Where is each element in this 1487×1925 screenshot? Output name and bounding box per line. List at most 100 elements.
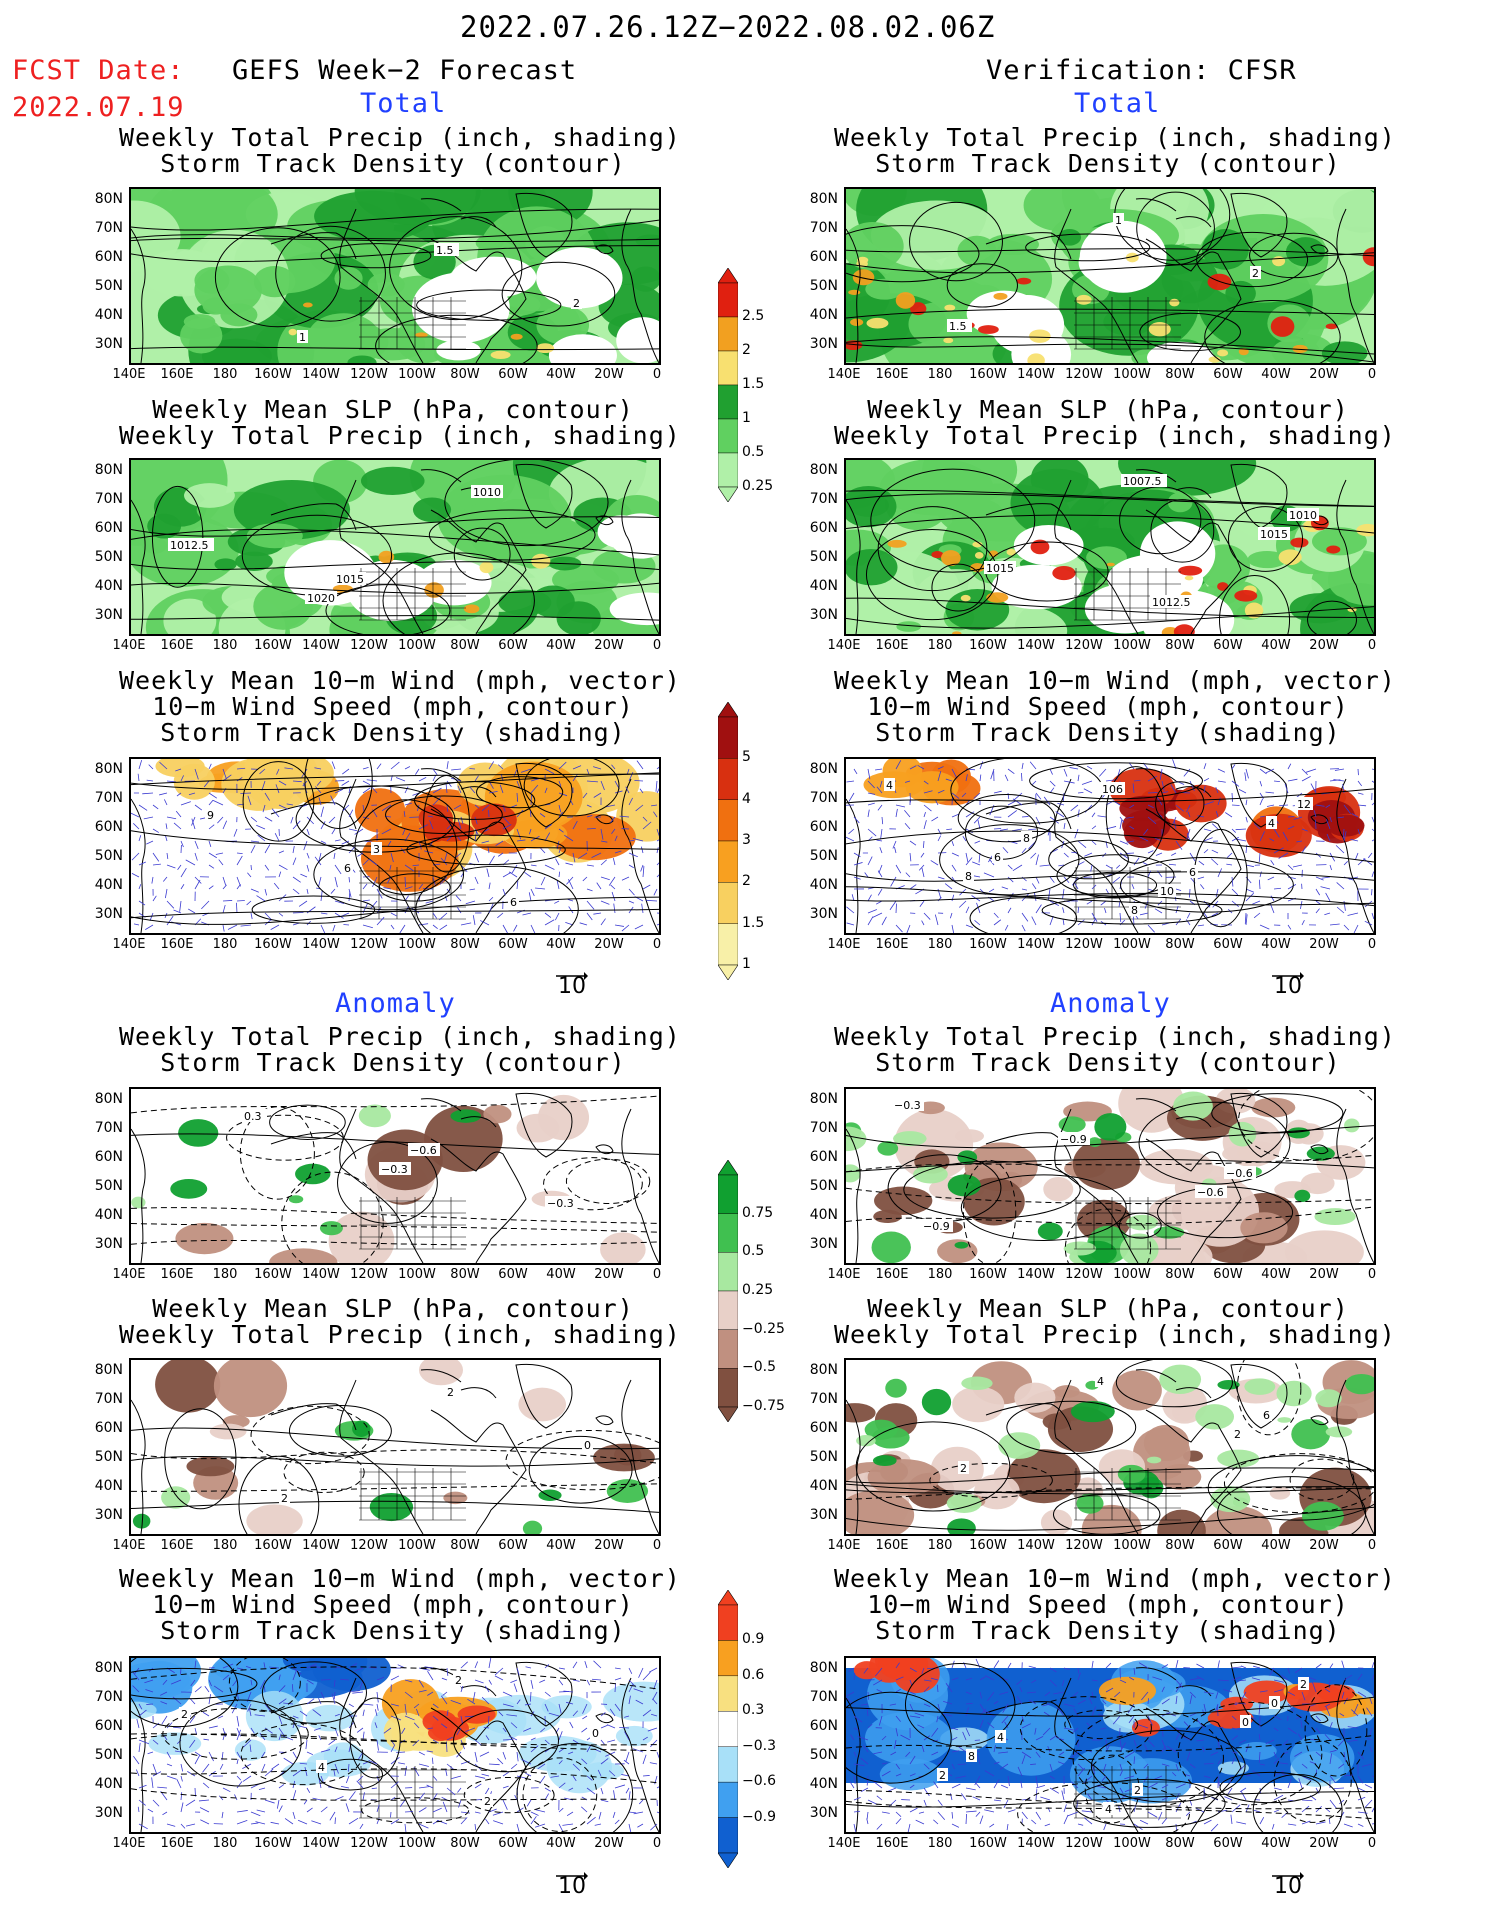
latitude-tick-label: 60N [94, 249, 123, 265]
contour-label: 6 [344, 862, 351, 875]
latitude-tick-label: 70N [809, 1689, 838, 1705]
contour-label: −0.9 [923, 1220, 950, 1233]
longitude-tick-label: 140W [302, 937, 340, 952]
latitude-tick-label: 80N [94, 761, 123, 777]
latitude-tick-label: 50N [809, 848, 838, 864]
longitude-tick-label: 40W [546, 638, 576, 653]
panel-title-total-wind-verif-line3: Storm Track Density (shading) [875, 718, 1341, 747]
longitude-tick-label: 160E [160, 1836, 194, 1851]
panel-title-anom-slp-verif-line1: Weekly Mean SLP (hPa, contour) [867, 1294, 1349, 1323]
longitude-tick-label: 60W [1213, 638, 1243, 653]
colorbar-total-storm [717, 701, 739, 981]
longitude-tick-label: 180 [212, 638, 238, 653]
latitude-tick-label: 50N [94, 848, 123, 864]
left-total-label: Total [360, 88, 447, 119]
longitude-tick-label: 140W [302, 367, 340, 382]
latitude-tick-label: 70N [94, 1391, 123, 1407]
latitude-tick-label: 60N [94, 520, 123, 536]
longitude-tick-label: 180 [212, 1538, 238, 1553]
longitude-tick-label: 60W [1213, 1267, 1243, 1282]
longitude-tick-label: 160E [875, 1538, 909, 1553]
longitude-tick-label: 160E [160, 937, 194, 952]
map-panel-total-precip-verif: 1 2 1.5 [844, 187, 1376, 365]
longitude-tick-label: 20W [594, 1836, 624, 1851]
longitude-tick-label: 180 [212, 367, 238, 382]
longitude-tick-label: 160W [254, 1538, 292, 1553]
panel-title-anom-wind-verif-line3: Storm Track Density (shading) [875, 1616, 1341, 1645]
latitude-tick-label: 80N [94, 1660, 123, 1676]
contour-label: 4 [997, 1731, 1004, 1744]
longitude-tick-label: 0 [1367, 1267, 1377, 1282]
contour-label: 1015 [1260, 528, 1288, 541]
longitude-tick-label: 100W [398, 1267, 436, 1282]
contour-label: 1012.5 [1152, 596, 1191, 609]
longitude-tick-label: 80W [1165, 367, 1195, 382]
contour-label: 8 [965, 870, 972, 883]
latitude-tick-label: 70N [809, 220, 838, 236]
longitude-tick-label: 0 [652, 1538, 662, 1553]
longitude-tick-label: 160E [875, 937, 909, 952]
latitude-tick-label: 60N [809, 819, 838, 835]
longitude-tick-label: 40W [1261, 1836, 1291, 1851]
panel-title-total-wind-verif-line2: 10−m Wind Speed (mph, contour) [867, 692, 1349, 721]
latitude-tick-label: 60N [94, 1718, 123, 1734]
panel-title-total-precip-fcst-line2: Storm Track Density (contour) [160, 149, 626, 178]
longitude-tick-label: 40W [546, 937, 576, 952]
colorbar-tick-label: 1 [742, 956, 751, 972]
longitude-tick-label: 140E [827, 937, 861, 952]
latitude-tick-label: 80N [94, 1362, 123, 1378]
panel-title-anom-wind-fcst-line3: Storm Track Density (shading) [160, 1616, 626, 1645]
contour-label: 8 [1131, 904, 1138, 917]
contour-label: 4 [318, 1761, 325, 1774]
longitude-tick-label: 140W [1017, 1267, 1055, 1282]
longitude-tick-label: 140E [112, 638, 146, 653]
contour-label: 0 [584, 1439, 591, 1452]
latitude-tick-label: 50N [809, 1178, 838, 1194]
longitude-tick-label: 100W [1113, 937, 1151, 952]
longitude-tick-label: 100W [1113, 1267, 1151, 1282]
colorbar-tick-label: 0.5 [742, 444, 765, 460]
colorbar-anom-precip [717, 1159, 739, 1423]
latitude-tick-label: 40N [809, 1478, 838, 1494]
contour-label: 2 [447, 1386, 454, 1399]
latitude-tick-label: 60N [809, 1420, 838, 1436]
contour-label: −0.6 [410, 1144, 437, 1157]
latitude-tick-label: 50N [94, 1178, 123, 1194]
latitude-tick-label: 70N [94, 790, 123, 806]
contour-label: 9 [207, 809, 214, 822]
latitude-tick-label: 70N [809, 1391, 838, 1407]
longitude-tick-label: 140W [1017, 367, 1055, 382]
panel-title-total-slp-verif-line1: Weekly Mean SLP (hPa, contour) [867, 395, 1349, 424]
contour-label: 1.5 [436, 244, 454, 257]
latitude-tick-label: 60N [809, 249, 838, 265]
vector-ref-arrow-fcst-total [556, 966, 588, 980]
colorbar-tick-label: −0.25 [742, 1320, 785, 1337]
latitude-tick-label: 30N [94, 1507, 123, 1523]
latitude-tick-label: 30N [94, 1805, 123, 1821]
map-panel-total-wind-fcst: 3 6 9 6 [129, 757, 661, 935]
longitude-tick-label: 60W [498, 1836, 528, 1851]
longitude-tick-label: 60W [1213, 1836, 1243, 1851]
longitude-tick-label: 80W [450, 1836, 480, 1851]
longitude-tick-label: 100W [1113, 367, 1151, 382]
colorbar-tick-label: 0.25 [742, 478, 774, 494]
longitude-tick-label: 40W [546, 367, 576, 382]
latitude-tick-label: 80N [809, 1660, 838, 1676]
vector-ref-arrow-fcst-anom [556, 1866, 588, 1880]
panel-title-anom-precip-verif-line2: Storm Track Density (contour) [875, 1048, 1341, 1077]
map-panel-anom-slp-fcst: 2 0 2 [129, 1358, 661, 1536]
colorbar-tick-label: 1.5 [742, 914, 765, 931]
longitude-tick-label: 40W [1261, 937, 1291, 952]
panel-title-total-precip-verif-line2: Storm Track Density (contour) [875, 149, 1341, 178]
colorbar-tick-label: 0.9 [742, 1631, 765, 1648]
panel-title-total-precip-verif-line1: Weekly Total Precip (inch, shading) [834, 123, 1396, 152]
latitude-tick-label: 50N [809, 549, 838, 565]
latitude-tick-label: 40N [809, 578, 838, 594]
longitude-tick-label: 40W [1261, 1267, 1291, 1282]
contour-label: 1020 [307, 592, 335, 605]
longitude-tick-label: 20W [1309, 937, 1339, 952]
map-panel-anom-precip-fcst: −0.6 −0.3 0.3 −0.3 [129, 1087, 661, 1265]
contour-label: −0.3 [381, 1163, 408, 1176]
longitude-tick-label: 0 [1367, 937, 1377, 952]
longitude-tick-label: 180 [212, 1267, 238, 1282]
